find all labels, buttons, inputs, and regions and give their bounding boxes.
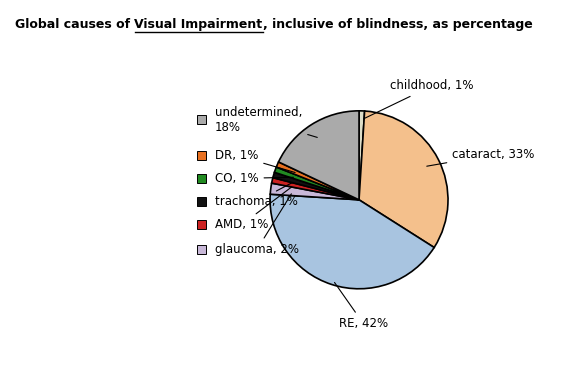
Wedge shape xyxy=(270,183,359,200)
Wedge shape xyxy=(359,111,364,200)
Wedge shape xyxy=(278,111,359,200)
Bar xyxy=(197,151,206,160)
Bar xyxy=(197,245,206,254)
Bar xyxy=(197,174,206,183)
Bar xyxy=(197,220,206,229)
Text: DR, 1%: DR, 1% xyxy=(215,149,295,173)
Wedge shape xyxy=(276,162,359,200)
Text: AMD, 1%: AMD, 1% xyxy=(215,187,292,231)
Text: CO, 1%: CO, 1% xyxy=(215,172,293,185)
Wedge shape xyxy=(270,194,434,289)
Text: trachoma, 1%: trachoma, 1% xyxy=(215,182,298,208)
Text: , inclusive of blindness, as percentage: , inclusive of blindness, as percentage xyxy=(263,18,532,31)
Wedge shape xyxy=(273,172,359,200)
Text: RE, 42%: RE, 42% xyxy=(335,282,388,330)
Text: undetermined,
18%: undetermined, 18% xyxy=(215,106,317,137)
Text: childhood, 1%: childhood, 1% xyxy=(364,80,474,119)
Text: Visual Impairment: Visual Impairment xyxy=(134,18,263,31)
Text: Global causes of: Global causes of xyxy=(15,18,134,31)
Wedge shape xyxy=(359,111,448,247)
Bar xyxy=(197,197,206,206)
Bar xyxy=(197,115,206,124)
Wedge shape xyxy=(272,178,359,200)
Text: glaucoma, 2%: glaucoma, 2% xyxy=(215,194,299,256)
Wedge shape xyxy=(274,167,359,200)
Text: cataract, 33%: cataract, 33% xyxy=(427,148,534,166)
